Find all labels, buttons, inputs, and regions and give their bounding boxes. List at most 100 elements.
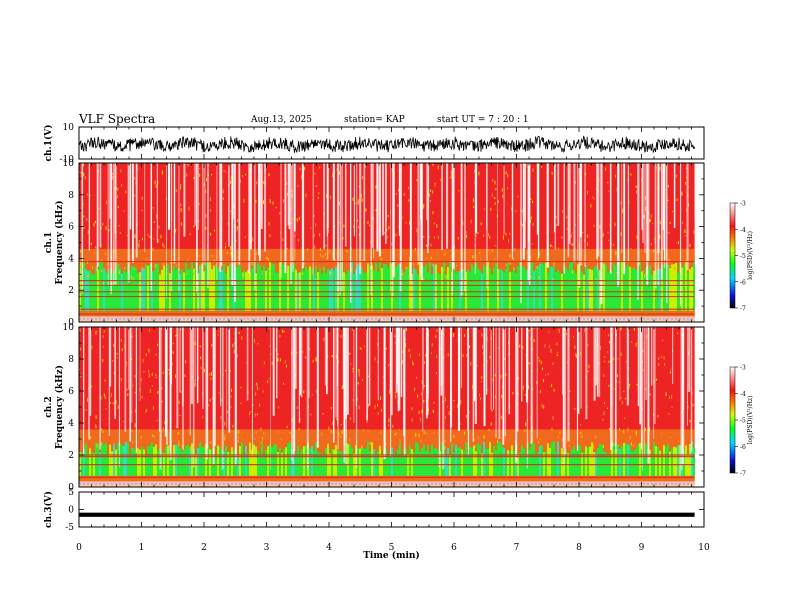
- ch2-spectrogram-speck: [255, 431, 257, 434]
- ch1-spectrogram-streak: [260, 163, 263, 229]
- ch2-spectrogram-streak: [687, 327, 688, 426]
- ch1-spectrogram-speck: [263, 181, 265, 184]
- ch1-spectrogram-colorbar-tick-label: -4: [740, 227, 746, 234]
- ch1-spectrogram-speck: [90, 242, 92, 246]
- ch2-spectrogram-speck: [254, 413, 256, 417]
- ch1-spectrogram-speck: [416, 228, 418, 233]
- date-label: Aug.13, 2025: [251, 115, 312, 125]
- ch1-spectrogram-green-col: [193, 268, 195, 311]
- ch2-spectrogram-streak: [220, 327, 221, 407]
- ch2-spectrogram-green-col: [141, 446, 143, 476]
- ch1-spectrogram-speck: [537, 267, 539, 269]
- ch2-spectrogram-y-tick-label: 6: [68, 387, 74, 397]
- ch1-spectrogram-speck: [229, 277, 231, 279]
- ch1-spectrogram-speck: [488, 249, 490, 252]
- ch1-spectrogram-speck: [147, 233, 149, 237]
- ch2-spectrogram-green-col: [253, 444, 255, 476]
- ch2-spectrogram-speck: [90, 436, 92, 440]
- ch2-spectrogram-green-col: [493, 445, 495, 476]
- ch2-spectrogram-green-col: [83, 449, 85, 476]
- ch1-spectrogram-speck: [83, 271, 85, 273]
- ch2-spectrogram-green-col: [233, 450, 235, 476]
- ch1-spectrogram-green-col: [603, 263, 605, 311]
- ch2-spectrogram-speck: [377, 411, 379, 416]
- ch1-spectrogram-green-col: [479, 270, 481, 311]
- ch1-spectrogram-speck: [162, 262, 164, 267]
- ch2-spectrogram-green-col: [465, 442, 467, 476]
- ch2-spectrogram-speck: [401, 360, 403, 365]
- ch2-spectrogram-green-col: [283, 449, 285, 476]
- ch2-spectrogram-streak: [190, 327, 193, 404]
- ch1-spectrogram-speck: [255, 199, 257, 203]
- ch2-spectrogram-green-col: [309, 448, 311, 476]
- ch2-spectrogram-speck: [620, 396, 622, 399]
- ch1-spectrogram-streak: [638, 163, 640, 266]
- ch1-spectrogram-green-col: [267, 267, 269, 311]
- ch2-spectrogram-speck: [204, 446, 206, 450]
- ch1-spectrogram-speck: [95, 246, 97, 249]
- ch2-spectrogram-streak: [505, 327, 506, 437]
- ch1-spectrogram-green-col: [105, 271, 107, 311]
- ch2-spectrogram-streak: [473, 327, 476, 402]
- ch2-spectrogram-y-tick-label: 0: [68, 483, 74, 493]
- ch1-spectrogram-streak: [370, 163, 372, 296]
- ch1-spectrogram-green-col: [97, 270, 99, 311]
- ch1-spectrogram-green-col: [543, 264, 545, 311]
- ch1-spectrogram-speck: [225, 245, 227, 249]
- ch2-spectrogram-green-col: [113, 443, 115, 476]
- ch2-spectrogram-speck: [157, 343, 159, 346]
- ch1-spectrogram-speck: [81, 171, 83, 174]
- ch1-spectrogram-streak: [553, 163, 556, 233]
- ch2-spectrogram-green-col: [473, 445, 475, 476]
- ch1-spectrogram-speck: [329, 271, 331, 275]
- ch1-spectrogram-speck: [653, 249, 655, 253]
- ch1-spectrogram-speck: [362, 273, 364, 276]
- ch2-spectrogram-streak: [366, 327, 368, 421]
- ch1-spectrogram-green-col: [527, 269, 529, 311]
- ch1-spectrogram-green-col: [453, 263, 455, 311]
- ch1-spectrogram-streak: [280, 163, 282, 278]
- ch1-spectrogram-speck: [133, 268, 135, 270]
- ch2-spectrogram-green-col: [589, 446, 591, 476]
- ch1-spectrogram-green-col: [259, 265, 261, 311]
- ch1-spectrogram-speck: [395, 233, 397, 237]
- ch2-spectrogram-green-col: [425, 450, 427, 476]
- ch2-spectrogram-speck: [238, 331, 240, 335]
- ch2-spectrogram-speck: [602, 444, 604, 448]
- ch2-spectrogram-speck: [185, 360, 187, 364]
- ch2-spectrogram-speck: [298, 428, 300, 431]
- ch2-spectrogram-speck: [155, 376, 157, 379]
- ch2-spectrogram-streak: [681, 327, 683, 453]
- ch1-spectrogram-speck: [532, 167, 534, 172]
- ch2-spectrogram-streak: [442, 327, 445, 470]
- ch1-spectrogram-speck: [590, 204, 592, 208]
- ch2-spectrogram-green-col: [181, 451, 183, 476]
- ch2-spectrogram-streak: [293, 327, 295, 455]
- ch1-spectrogram-green-col: [391, 263, 393, 311]
- ch2-spectrogram-green-col: [565, 449, 567, 476]
- ch1-spectrogram-speck: [141, 196, 143, 200]
- ch2-spectrogram-streak: [577, 327, 580, 414]
- ch2-spectrogram-speck: [327, 355, 329, 358]
- ch1-spectrogram-speck: [432, 163, 434, 166]
- ch1-spectrogram-green-col: [689, 269, 691, 311]
- ch1-spectrogram-green-col: [91, 273, 93, 311]
- ch1-spectrogram-green-col: [87, 270, 89, 311]
- ch2-spectrogram-colorbar-tick-label: -5: [740, 418, 746, 425]
- ch1-spectrogram-speck: [87, 274, 89, 278]
- ch1-spectrogram-green-col: [567, 270, 569, 311]
- ch2-spectrogram-speck: [617, 374, 619, 378]
- ch2-spectrogram-speck: [433, 432, 435, 434]
- ch2-spectrogram-speck: [380, 430, 382, 434]
- ch2-spectrogram-speck: [607, 350, 609, 353]
- ch1-spectrogram-streak: [231, 163, 234, 286]
- ch2-spectrogram-green-col: [199, 442, 201, 476]
- ch2-spectrogram-speck: [277, 353, 279, 355]
- ch1-spectrogram-speck: [387, 236, 389, 239]
- ch2-spectrogram-streak: [690, 327, 693, 452]
- ch2-spectrogram-streak: [344, 327, 346, 441]
- ch2-spectrogram-green-col: [251, 449, 253, 476]
- ch2-spectrogram-green-col: [575, 450, 577, 476]
- ch1-spectrogram-speck: [83, 172, 85, 177]
- ch2-spectrogram-speck: [79, 328, 81, 333]
